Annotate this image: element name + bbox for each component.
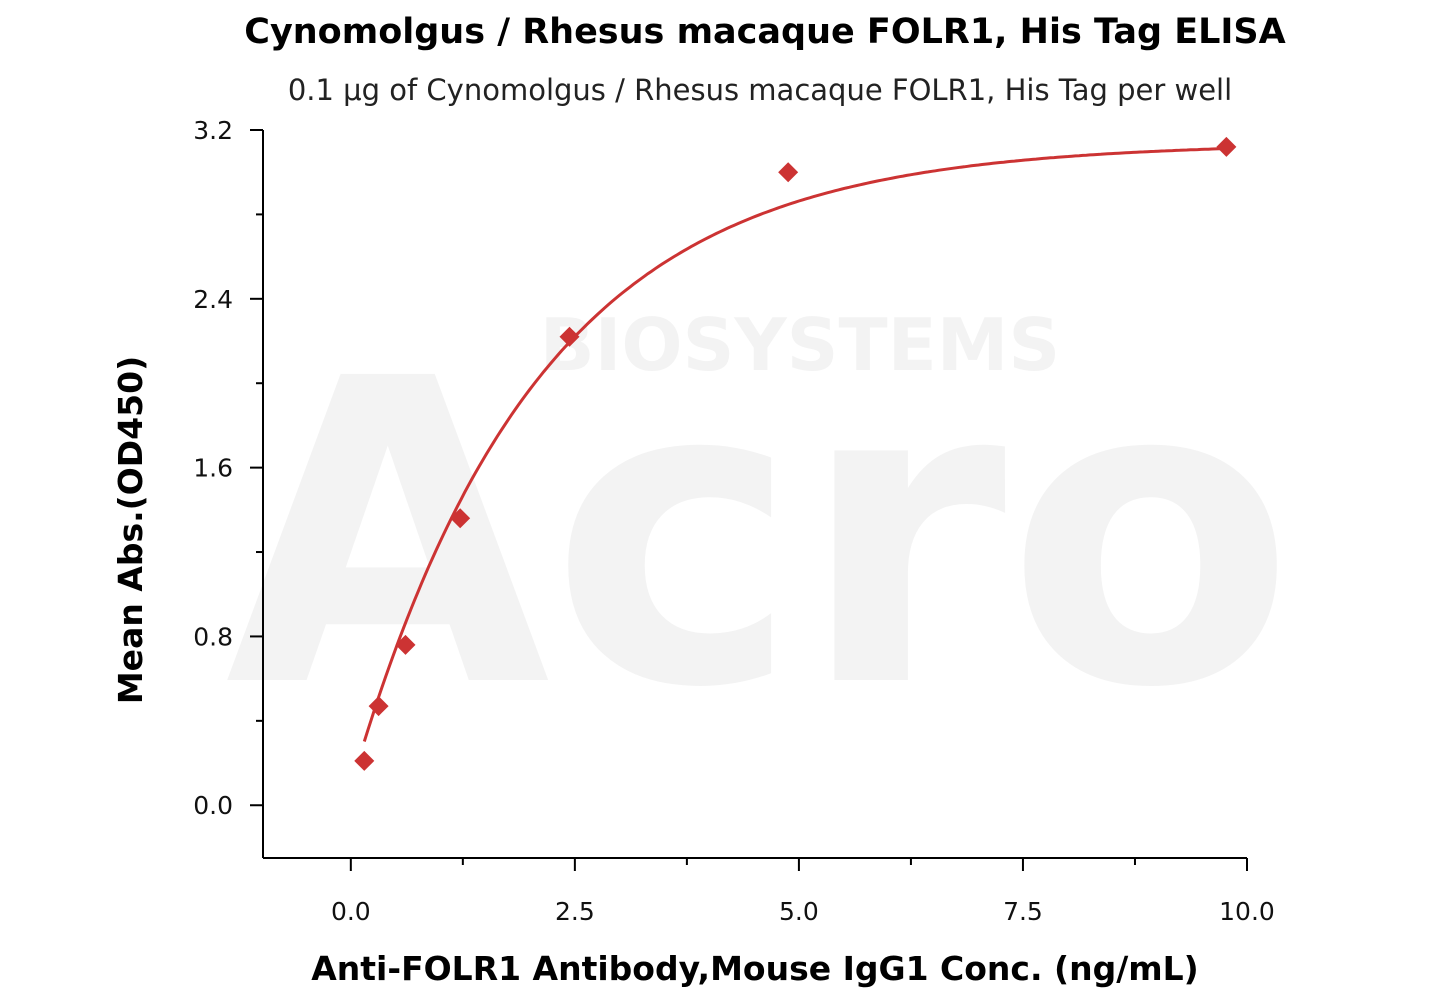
x-tick-label: 7.5 xyxy=(1003,897,1043,926)
watermark-company-text: BIOSYSTEMS xyxy=(540,303,1061,387)
x-tick-label: 5.0 xyxy=(779,897,819,926)
fit-curve xyxy=(362,147,1227,742)
y-tick-label: 0.0 xyxy=(193,791,233,820)
data-point xyxy=(395,634,416,655)
data-point xyxy=(1216,136,1237,157)
watermark-logo: BIOSYSTEMS Acro xyxy=(225,291,1295,780)
data-point xyxy=(778,162,799,183)
x-tick-label: 2.5 xyxy=(555,897,595,926)
y-tick-label: 1.6 xyxy=(193,454,233,483)
data-point xyxy=(368,696,389,717)
fit-curve-group xyxy=(362,147,1227,742)
x-axis-title: Anti-FOLR1 Antibody,Mouse IgG1 Conc. (ng… xyxy=(311,949,1199,988)
watermark-logo-text: Acro xyxy=(225,291,1295,780)
x-axis-ticks: 0.0 2.5 5.0 7.5 10.0 xyxy=(331,858,1275,926)
x-tick-label: 10.0 xyxy=(1219,897,1275,926)
axes xyxy=(262,130,1247,859)
y-axis-title: Mean Abs.(OD450) xyxy=(111,356,150,704)
y-tick-label: 2.4 xyxy=(193,285,233,314)
data-points xyxy=(354,136,1237,771)
y-axis-ticks: 0.0 0.8 1.6 2.4 3.2 xyxy=(193,116,263,820)
chart-title: Cynomolgus / Rhesus macaque FOLR1, His T… xyxy=(244,12,1285,52)
data-point xyxy=(450,508,471,529)
x-tick-label: 0.0 xyxy=(331,897,371,926)
y-tick-label: 3.2 xyxy=(193,116,233,145)
y-tick-label: 0.8 xyxy=(193,622,233,651)
data-point xyxy=(559,326,580,347)
data-point xyxy=(354,750,375,771)
chart-subtitle: 0.1 μg of Cynomolgus / Rhesus macaque FO… xyxy=(288,73,1232,107)
